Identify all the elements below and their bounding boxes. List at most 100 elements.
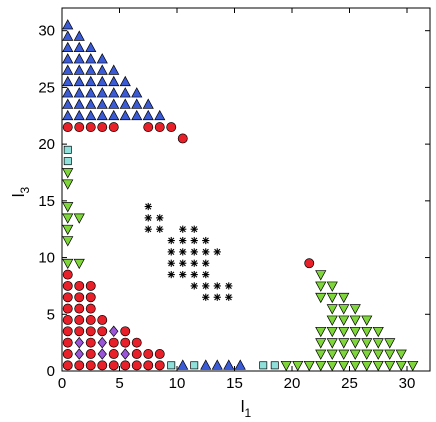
down-triangle-point	[384, 338, 396, 349]
circle-point	[177, 133, 188, 144]
down-triangle-point	[372, 338, 384, 349]
x-tick-label: 10	[169, 375, 186, 392]
diamond-point	[120, 348, 130, 360]
star-point	[144, 202, 152, 211]
down-triangle-point	[303, 360, 315, 372]
circle-point	[120, 337, 131, 348]
square-point	[190, 361, 199, 370]
down-triangle-point	[338, 292, 350, 304]
star-point	[213, 282, 221, 290]
up-triangle-point	[96, 75, 108, 87]
up-triangle-point	[108, 64, 120, 75]
down-triangle-point	[361, 349, 373, 360]
circle-point	[131, 337, 142, 348]
up-triangle-point	[96, 53, 108, 64]
diamond-point	[74, 348, 84, 360]
circle-point	[97, 360, 108, 371]
circle-point	[97, 315, 108, 325]
up-triangle-point	[73, 41, 85, 53]
star-point	[225, 282, 233, 290]
up-triangle-point	[211, 359, 223, 370]
star-point	[167, 236, 175, 245]
circle-point	[85, 122, 96, 133]
circle-point	[108, 122, 119, 133]
axis-ticks: 0 5 10 15 20 25 30 0 5 10 15 20 25 30	[38, 8, 430, 392]
circle-point	[108, 360, 119, 371]
star-point	[190, 282, 198, 290]
down-triangle-point	[349, 360, 361, 372]
down-triangle-point	[407, 360, 419, 372]
diamond-point	[109, 325, 119, 338]
circle-point	[62, 269, 73, 280]
y-axis-label: l3	[9, 186, 32, 197]
y-tick-label: 15	[38, 193, 55, 210]
star-point	[179, 259, 187, 267]
star-point	[179, 270, 187, 279]
down-triangle-point	[73, 258, 85, 270]
star-point	[190, 225, 198, 233]
circle-point	[143, 122, 154, 133]
down-triangle-point	[361, 338, 373, 349]
down-triangle-point	[384, 360, 396, 372]
down-triangle-point	[326, 326, 338, 338]
up-triangle-point	[62, 98, 74, 109]
circle-point	[74, 326, 85, 337]
up-triangle-point	[62, 53, 74, 64]
up-triangle-point	[85, 64, 97, 75]
down-triangle-point	[338, 304, 350, 315]
down-triangle-point	[315, 326, 327, 338]
star-point	[202, 236, 210, 245]
down-triangle-point	[315, 281, 327, 292]
y-tick-label: 0	[47, 363, 55, 380]
up-triangle-point	[142, 109, 154, 121]
circle-point	[166, 122, 177, 133]
down-triangle-point	[326, 304, 338, 315]
down-triangle-point	[361, 360, 373, 372]
circle-point	[108, 349, 119, 359]
square-point	[259, 361, 268, 370]
down-triangle-point	[62, 202, 74, 213]
diamond-point	[74, 336, 84, 349]
up-triangle-point	[119, 109, 131, 121]
circle-point	[62, 360, 73, 371]
star-point	[202, 282, 210, 290]
up-triangle-point	[200, 359, 212, 370]
down-triangle-point	[280, 360, 292, 372]
down-triangle-point	[372, 326, 384, 338]
star-point	[225, 293, 233, 301]
up-triangle-point	[96, 64, 108, 75]
square-point	[63, 157, 72, 166]
star-point	[156, 214, 164, 222]
down-triangle-point	[62, 236, 74, 247]
down-triangle-point	[62, 224, 74, 236]
circle-point	[62, 315, 73, 325]
up-triangle-point	[154, 109, 166, 121]
star-point	[167, 259, 175, 267]
circle-point	[131, 349, 142, 359]
star-point	[190, 270, 198, 279]
data-points	[62, 19, 419, 372]
up-triangle-point	[85, 41, 97, 53]
up-triangle-point	[73, 98, 85, 109]
down-triangle-point	[349, 349, 361, 360]
down-triangle-point	[315, 338, 327, 349]
star-point	[190, 236, 198, 245]
down-triangle-point	[326, 338, 338, 349]
circle-point	[62, 280, 73, 291]
up-triangle-point	[108, 109, 120, 121]
down-triangle-point	[349, 315, 361, 326]
circle-point	[74, 122, 85, 133]
star-point	[202, 270, 210, 279]
down-triangle-point	[315, 349, 327, 360]
up-triangle-point	[108, 75, 120, 87]
down-triangle-point	[395, 349, 407, 360]
up-triangle-point	[223, 359, 235, 370]
up-triangle-point	[73, 64, 85, 75]
circle-point	[97, 122, 108, 133]
down-triangle-point	[384, 349, 396, 360]
down-triangle-point	[338, 360, 350, 372]
circle-point	[120, 360, 131, 371]
circle-point	[62, 337, 73, 348]
down-triangle-point	[292, 360, 304, 372]
